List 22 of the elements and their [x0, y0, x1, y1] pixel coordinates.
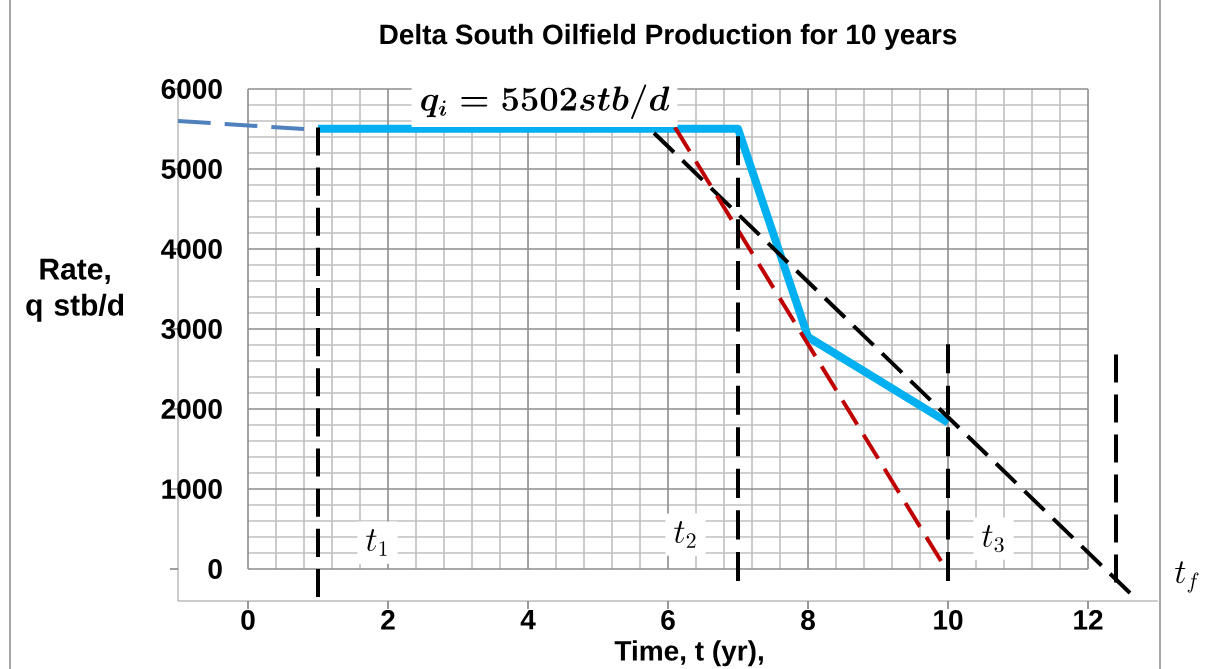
- y-tick-label: 3000: [161, 319, 222, 339]
- x-tick-label: 12: [1074, 610, 1103, 630]
- x-tick-label: 10: [934, 610, 963, 630]
- y-tick-label: 5000: [161, 159, 222, 179]
- y-tick-label: 6000: [161, 79, 222, 99]
- annotation: $t_1$: [366, 529, 387, 556]
- annotation: $t_2$: [674, 521, 696, 548]
- annotation: $\boldsymbol{q_i = 5502 stb/d}$: [421, 84, 670, 120]
- x-tick-label: 4: [520, 610, 536, 630]
- x-tick-label: 6: [661, 610, 675, 630]
- y-tick-label: 1000: [162, 479, 222, 499]
- text: $t_f$: [1175, 561, 1199, 593]
- x-tick-label: 0: [241, 610, 255, 630]
- y-tick-label: 0: [208, 559, 222, 579]
- annotation: $t_3$: [982, 525, 1004, 553]
- y-tick-label: 4000: [161, 239, 222, 259]
- x-tick-label: 2: [381, 610, 395, 630]
- chart-title: Delta South Oilfield Production for 10 years: [380, 23, 957, 50]
- y-axis-title: Rate, q stb/d: [26, 258, 124, 322]
- x-tick-label: 8: [801, 610, 815, 630]
- y-tick-label: 2000: [161, 399, 222, 419]
- x-axis-title: Time, t (yr),: [614, 640, 763, 667]
